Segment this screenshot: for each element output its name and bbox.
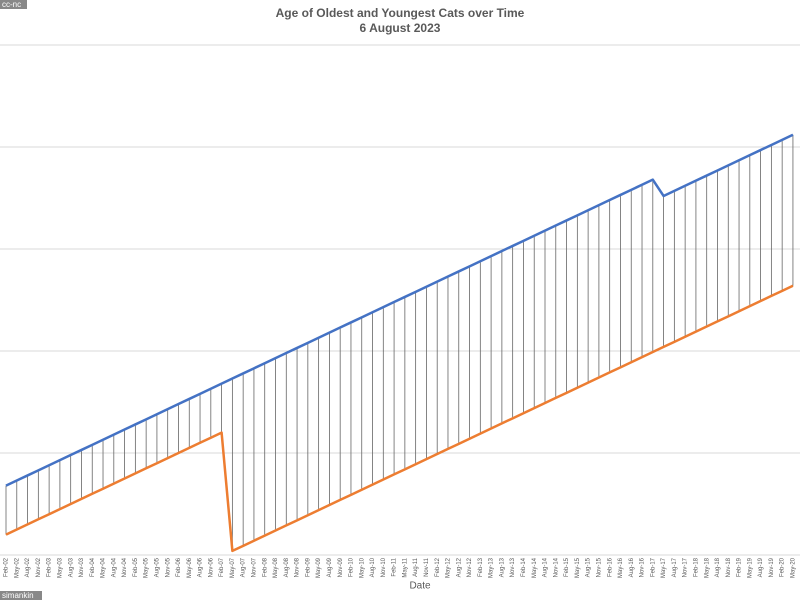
- x-tick-label: Feb-02: [4, 557, 10, 577]
- x-tick-label: Feb-09: [305, 557, 311, 577]
- x-tick-label: Feb-06: [176, 557, 182, 577]
- chart-title: Age of Oldest and Youngest Cats over Tim…: [276, 6, 525, 20]
- x-tick-label: May-15: [575, 557, 581, 578]
- x-tick-label: Aug-09: [327, 557, 333, 577]
- x-tick-label: Feb-10: [349, 557, 355, 577]
- x-tick-label: Aug-04: [111, 557, 117, 577]
- x-tick-label: Nov-12: [467, 557, 473, 577]
- x-tick-label: Feb-11: [392, 557, 398, 576]
- x-tick-label: Aug-08: [284, 557, 290, 577]
- x-tick-label: Aug-07: [241, 557, 247, 577]
- x-tick-label: May-09: [316, 557, 322, 578]
- x-tick-label: Feb-03: [47, 557, 53, 577]
- x-tick-label: May-12: [446, 557, 452, 578]
- series-line: [5, 133, 794, 487]
- x-tick-label: May-13: [489, 557, 495, 578]
- x-tick-label: May-11: [402, 557, 408, 577]
- x-tick-label: Nov-10: [381, 557, 387, 577]
- x-tick-label: Feb-05: [133, 557, 139, 577]
- x-tick-label: Nov-06: [208, 557, 214, 577]
- x-tick-label: Aug-10: [370, 557, 376, 577]
- x-tick-label: Feb-18: [693, 557, 699, 577]
- x-tick-label: Aug-05: [154, 557, 160, 577]
- x-tick-label: Aug-19: [758, 557, 764, 577]
- x-tick-label: Feb-04: [90, 557, 96, 577]
- x-tick-label: Nov-05: [165, 557, 171, 577]
- x-tick-label: May-14: [532, 557, 538, 578]
- x-tick-label: May-04: [101, 557, 107, 578]
- x-tick-label: Aug-12: [456, 557, 462, 577]
- x-tick-label: Aug-13: [499, 557, 505, 577]
- x-tick-label: Feb-14: [521, 557, 527, 577]
- x-tick-label: Nov-08: [295, 557, 301, 577]
- x-tick-label: Nov-16: [640, 557, 646, 577]
- x-tick-label: Aug-14: [543, 557, 549, 577]
- x-tick-label: Nov-19: [769, 557, 775, 577]
- x-tick-label: Feb-15: [564, 557, 570, 577]
- x-tick-label: Nov-02: [36, 557, 42, 577]
- x-tick-label: Feb-17: [650, 557, 656, 577]
- x-tick-label: Nov-14: [553, 557, 559, 577]
- x-tick-label: May-08: [273, 557, 279, 578]
- x-tick-label: Feb-07: [219, 557, 225, 577]
- watermark-box: [0, 0, 27, 9]
- x-tick-label: May-20: [791, 557, 797, 578]
- x-tick-label: Aug-11: [413, 557, 419, 577]
- x-tick-label: May-17: [661, 557, 667, 578]
- x-tick-label: Aug-06: [198, 557, 204, 577]
- x-tick-label: May-03: [57, 557, 63, 578]
- x-tick-label: Feb-19: [737, 557, 743, 577]
- x-tick-label: Nov-04: [122, 557, 128, 577]
- x-tick-label: Aug-17: [672, 557, 678, 577]
- x-tick-label: May-18: [704, 557, 710, 578]
- x-tick-label: Nov-07: [252, 557, 258, 577]
- x-tick-label: May-16: [618, 557, 624, 578]
- x-tick-label: Nov-15: [596, 557, 602, 577]
- x-tick-label: Feb-08: [262, 557, 268, 577]
- series-line: [5, 284, 794, 553]
- x-tick-label: Aug-15: [586, 557, 592, 577]
- x-tick-label: Aug-03: [68, 557, 74, 577]
- x-tick-label: Nov-17: [683, 557, 689, 577]
- x-tick-label: Aug-16: [629, 557, 635, 577]
- chart-subtitle: 6 August 2023: [360, 21, 441, 35]
- x-tick-label: May-06: [187, 557, 193, 578]
- x-tick-label: Aug-18: [715, 557, 721, 577]
- x-tick-label: Feb-16: [607, 557, 613, 577]
- x-tick-label: Nov-09: [338, 557, 344, 577]
- x-tick-label: Feb-20: [780, 557, 786, 577]
- watermark-box: [0, 591, 42, 600]
- x-tick-label: Aug-02: [25, 557, 31, 577]
- x-tick-label: Nov-03: [79, 557, 85, 577]
- x-tick-label: Nov-18: [726, 557, 732, 577]
- x-tick-label: Feb-13: [478, 557, 484, 577]
- x-tick-label: Nov-11: [424, 557, 430, 577]
- x-tick-label: May-07: [230, 557, 236, 578]
- x-tick-label: May-02: [14, 557, 20, 578]
- x-tick-label: May-05: [144, 557, 150, 578]
- x-tick-label: May-10: [359, 557, 365, 578]
- x-axis-title: Date: [409, 581, 431, 592]
- x-tick-label: Nov-13: [510, 557, 516, 577]
- x-tick-label: Feb-12: [435, 557, 441, 577]
- watermark: cc-nc: [2, 0, 21, 9]
- x-tick-label: May-19: [747, 557, 753, 578]
- watermark: simankin: [2, 591, 34, 600]
